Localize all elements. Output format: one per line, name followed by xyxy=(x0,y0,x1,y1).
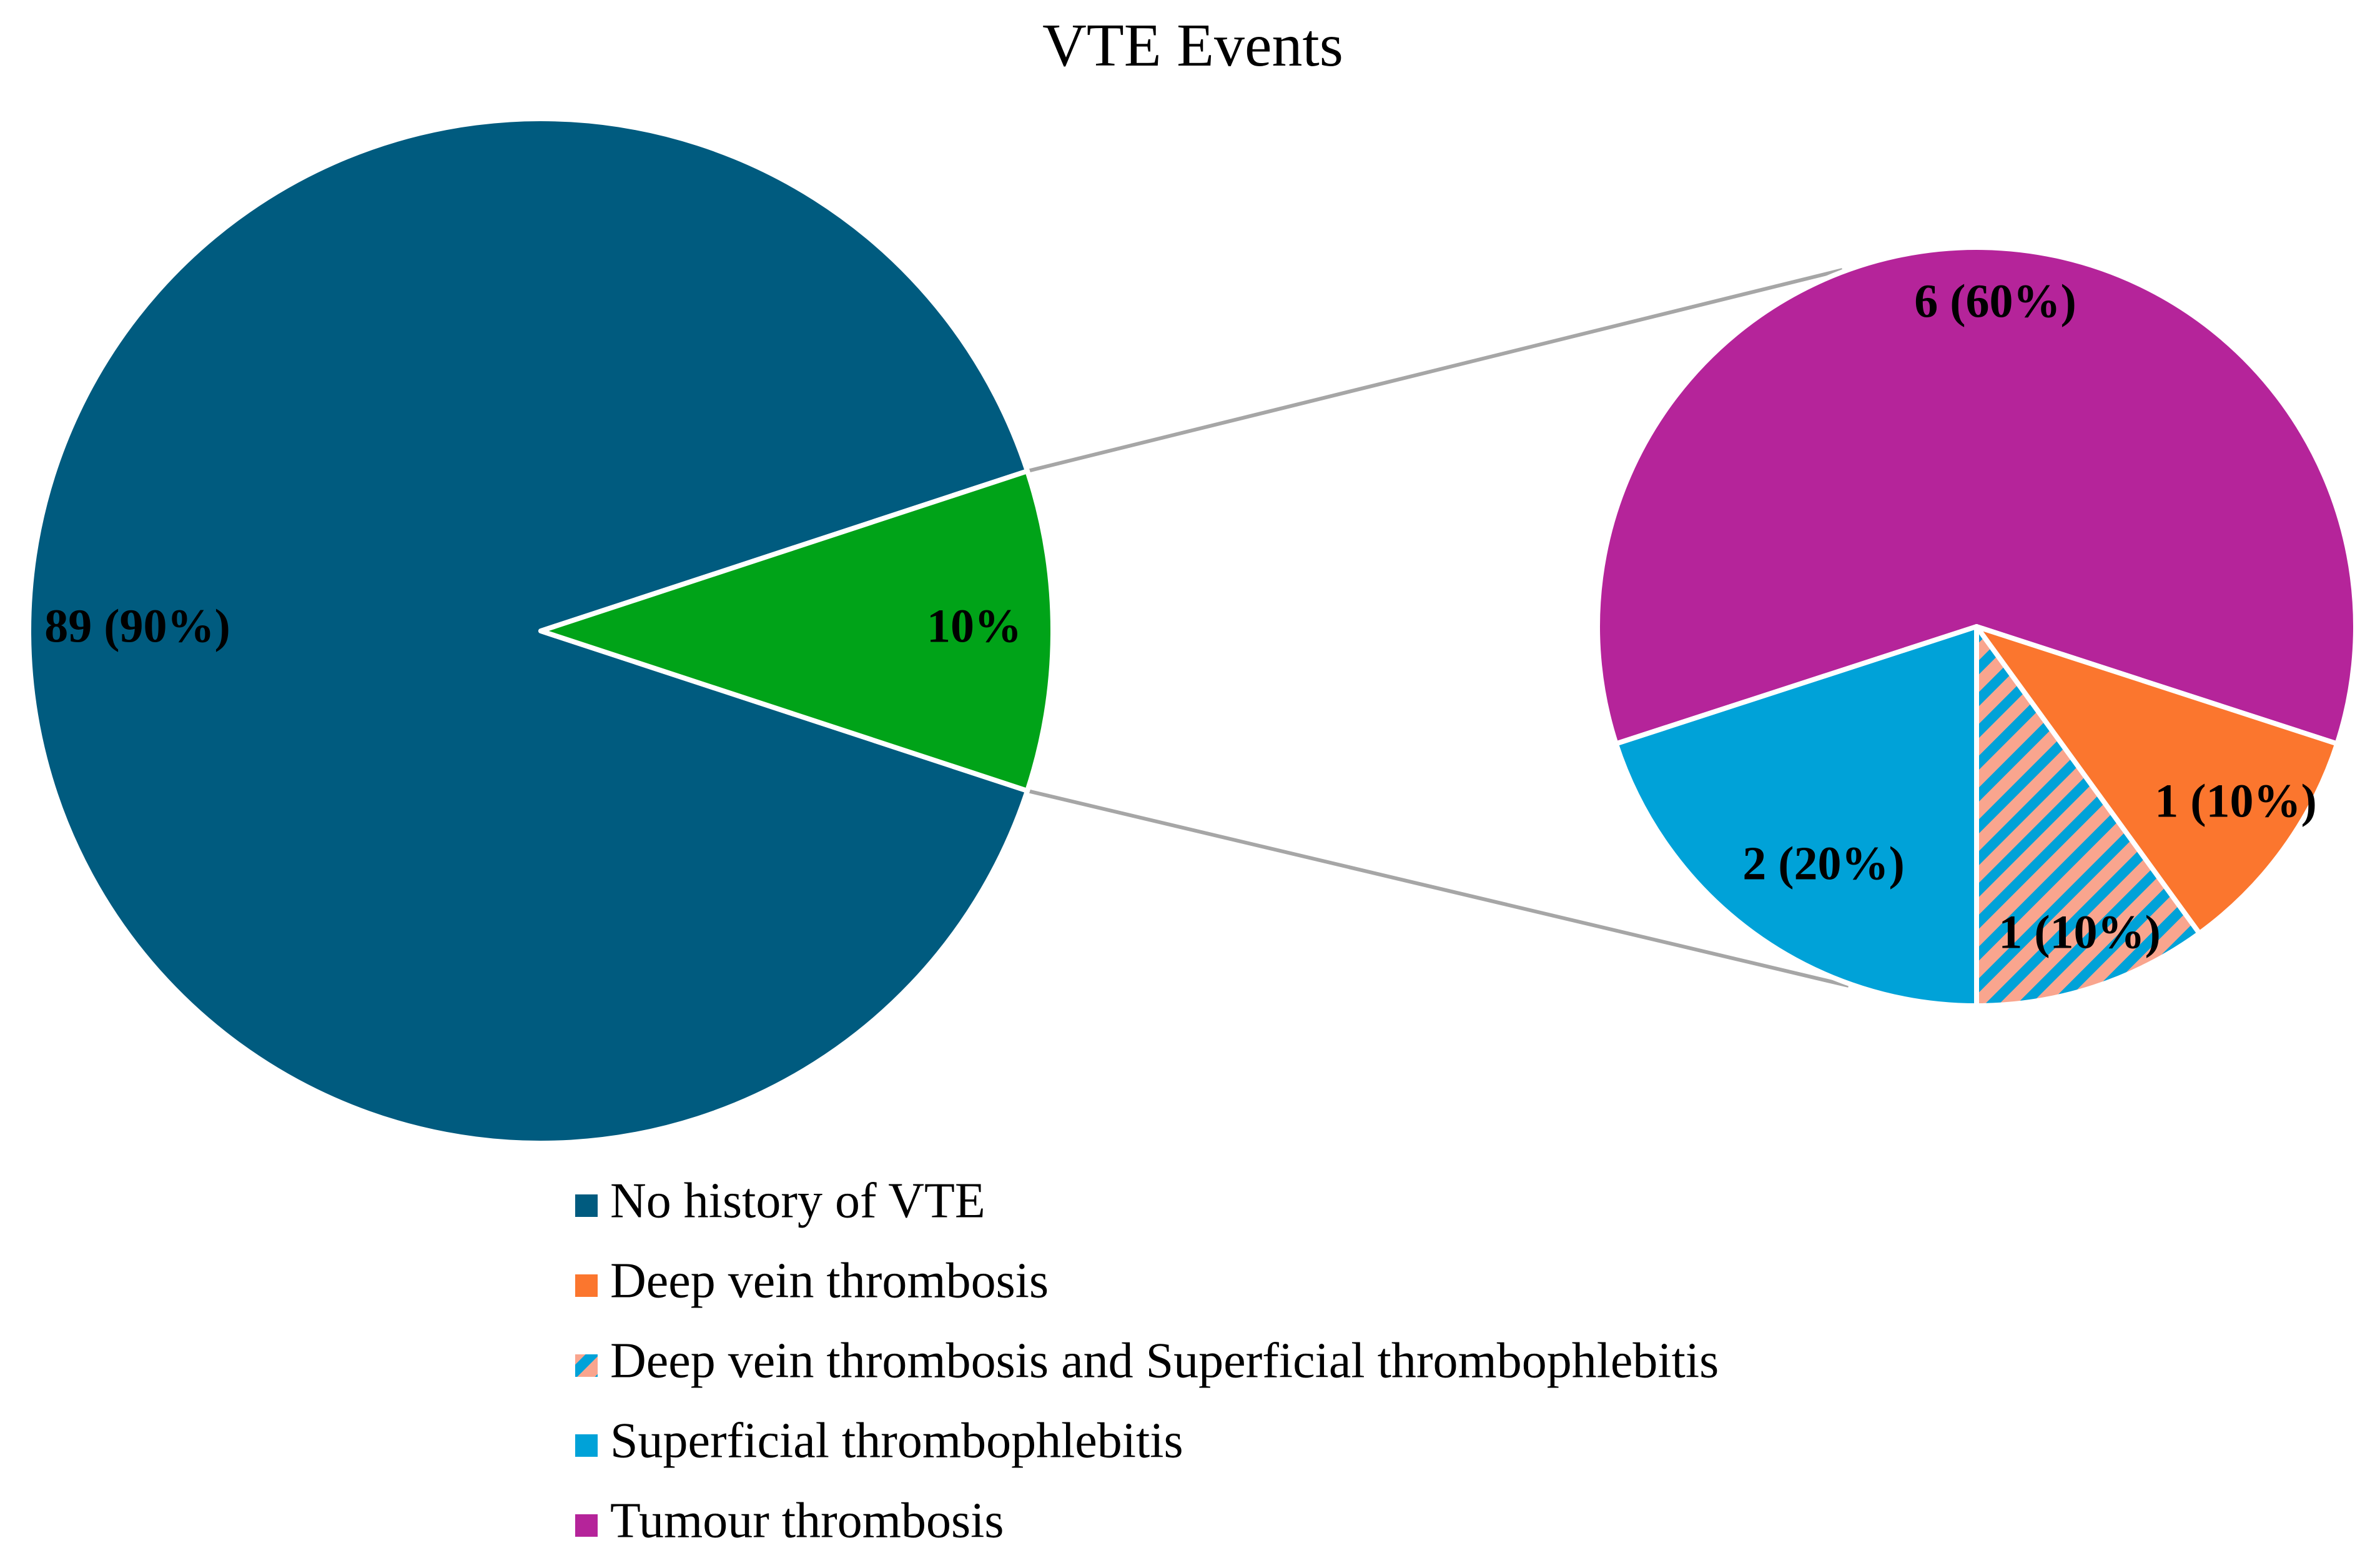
secondary-pie-slice-tumour-thrombosis xyxy=(1595,244,2358,747)
secondary-pie-slice-deep-vein-thrombosis-and-superficial-thrombophlebitis xyxy=(1974,624,2202,1008)
main-pie-label-no-history-of-vte: 89 (90%) xyxy=(44,600,230,652)
main-pie-slice-no-history-of-vte xyxy=(26,116,1030,1146)
secondary-pie: 6 (60%) 1 (10%) 1 (10%) 2 (20%) xyxy=(1595,244,2358,1008)
main-pie: 89 (90%) 10% xyxy=(26,116,1056,1146)
legend: No history of VTE Deep vein thrombosis Dee… xyxy=(575,1173,1719,1548)
secondary-pie-label-deep-vein-thrombosis: 1 (10%) xyxy=(2155,775,2317,827)
legend-swatch-superficial-thrombophlebitis xyxy=(575,1434,598,1457)
secondary-pie-slice-superficial-thrombophlebitis xyxy=(1613,624,1979,1008)
secondary-pie-label-superficial-thrombophlebitis: 2 (20%) xyxy=(1742,837,1905,890)
legend-swatch-no-history-of-vte xyxy=(575,1194,598,1217)
connector-line-bottom xyxy=(1027,788,1849,988)
chart-title: VTE Events xyxy=(1042,12,1343,79)
legend-label-tumour-thrombosis: Tumour thrombosis xyxy=(610,1493,1004,1548)
legend-swatch-tumour-thrombosis xyxy=(575,1514,598,1537)
legend-swatch-deep-vein-thrombosis xyxy=(575,1274,598,1297)
main-pie-slice-vte-events xyxy=(538,469,1056,793)
connector-line-top xyxy=(1027,268,1843,474)
legend-swatch-deep-vein-thrombosis-and-superficial-thrombophlebitis xyxy=(575,1354,598,1377)
pie-connector-lines xyxy=(1027,268,1849,988)
secondary-pie-label-deep-vein-thrombosis-and-superficial-thrombophlebitis: 1 (10%) xyxy=(1998,906,2161,958)
secondary-pie-slice-deep-vein-thrombosis xyxy=(1974,624,2340,936)
secondary-pie-label-tumour-thrombosis: 6 (60%) xyxy=(1914,275,2076,327)
legend-label-no-history-of-vte: No history of VTE xyxy=(610,1173,985,1228)
main-pie-label-vte-events: 10% xyxy=(927,600,1022,652)
legend-label-deep-vein-thrombosis-and-superficial-thrombophlebitis: Deep vein thrombosis and Superficial thr… xyxy=(610,1333,1719,1388)
legend-label-superficial-thrombophlebitis: Superficial thrombophlebitis xyxy=(610,1413,1183,1468)
legend-label-deep-vein-thrombosis: Deep vein thrombosis xyxy=(610,1253,1049,1308)
